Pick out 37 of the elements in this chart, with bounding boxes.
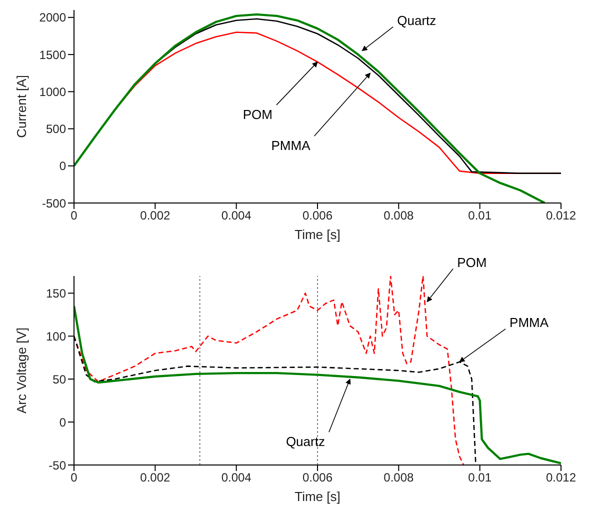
x-tick-label: 0.002 bbox=[140, 208, 171, 223]
y-tick-label: -50 bbox=[48, 458, 66, 472]
y-tick-label: 1000 bbox=[39, 84, 66, 99]
y-tick-label: 0 bbox=[59, 415, 66, 430]
x-axis-title: Time [s] bbox=[294, 227, 340, 242]
y-tick-label: 500 bbox=[46, 122, 66, 136]
y-tick-label: 1500 bbox=[39, 48, 66, 62]
x-tick-label: 0.008 bbox=[384, 470, 414, 485]
x-tick-label: 0.004 bbox=[221, 208, 252, 223]
x-tick-label: 0.012 bbox=[546, 208, 576, 223]
x-axis-title: Time [s] bbox=[294, 489, 340, 504]
y-tick-label: 50 bbox=[52, 372, 66, 386]
annotation: POM bbox=[457, 254, 487, 270]
annotation: PMMA bbox=[271, 138, 311, 154]
annotation: Quartz bbox=[397, 12, 436, 28]
y-tick-label: 100 bbox=[46, 329, 66, 344]
x-tick-label: 0.01 bbox=[468, 470, 492, 485]
x-tick-label: 0.008 bbox=[384, 208, 414, 223]
x-tick-label: 0.002 bbox=[140, 470, 171, 485]
annotation: PMMA bbox=[510, 314, 549, 330]
y-tick-label: 150 bbox=[46, 286, 66, 300]
x-tick-label: 0 bbox=[70, 470, 78, 485]
annotation: Quartz bbox=[286, 434, 325, 450]
line-series bbox=[74, 13, 546, 203]
y-tick-label: 0 bbox=[59, 159, 66, 174]
y-tick-label: -500 bbox=[42, 196, 66, 210]
x-tick-label: 0.006 bbox=[302, 208, 333, 223]
x-tick-label: 0.006 bbox=[302, 470, 333, 485]
x-tick-label: 0 bbox=[70, 208, 78, 223]
x-tick-label: 0.01 bbox=[468, 208, 492, 223]
x-tick-label: 0.004 bbox=[221, 470, 252, 485]
y-axis-title: Current [A] bbox=[14, 75, 29, 138]
x-tick-label: 0.012 bbox=[546, 470, 576, 485]
y-axis-title: Arc Voltage [V] bbox=[14, 328, 29, 414]
line-series bbox=[74, 276, 464, 465]
annotation: POM bbox=[242, 106, 272, 122]
y-tick-label: 2000 bbox=[39, 10, 66, 25]
